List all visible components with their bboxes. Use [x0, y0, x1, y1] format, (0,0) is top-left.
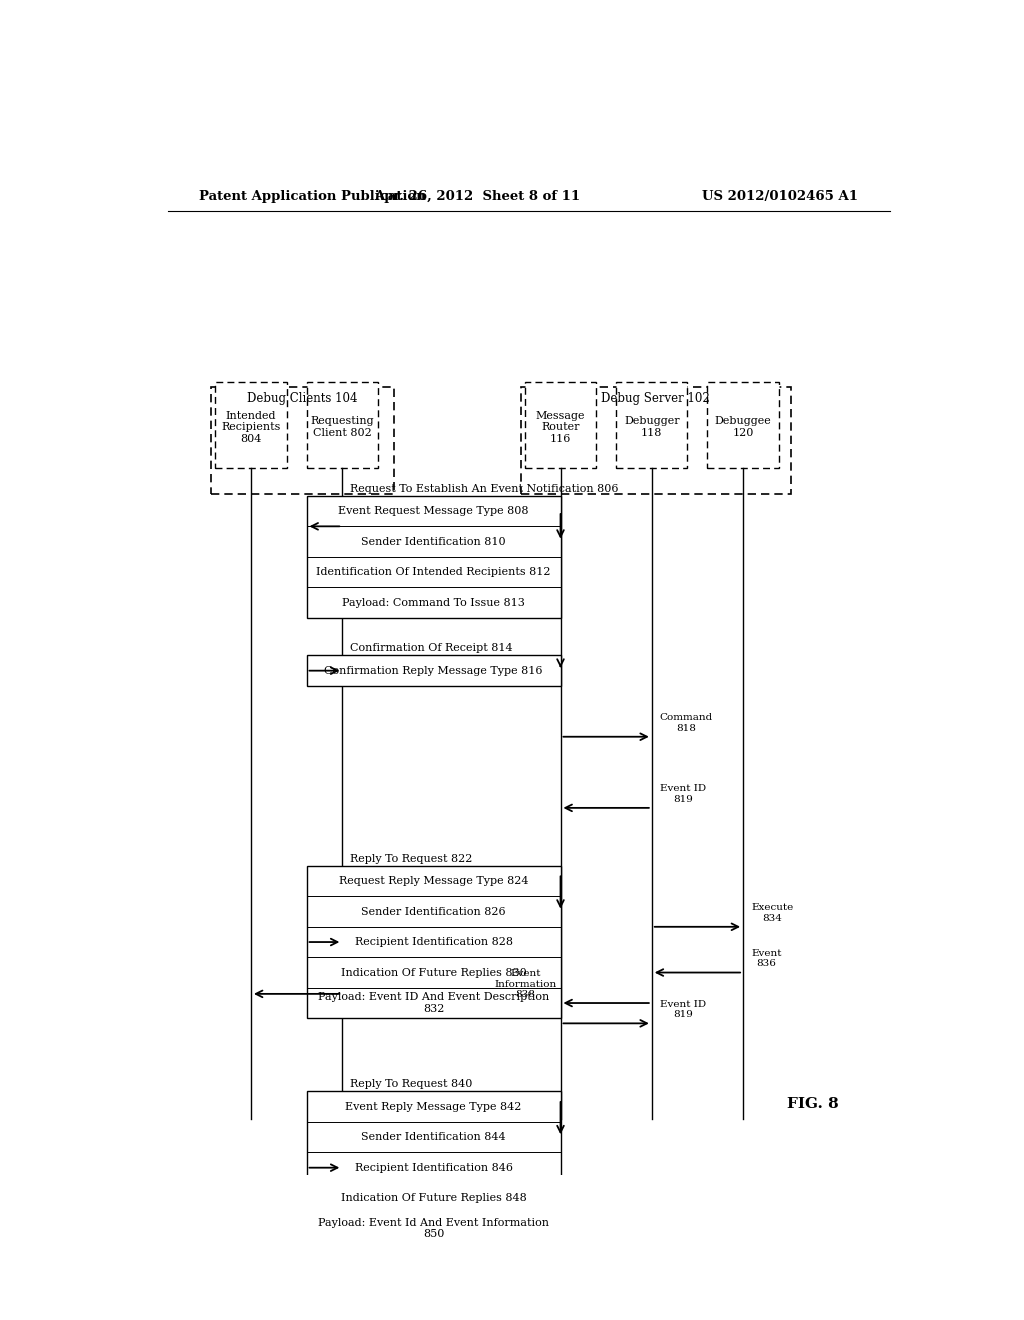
Text: Event ID
819: Event ID 819 — [659, 784, 706, 804]
Text: Payload: Event Id And Event Information
850: Payload: Event Id And Event Information … — [318, 1218, 549, 1239]
Text: Execute
834: Execute 834 — [751, 903, 794, 923]
FancyBboxPatch shape — [521, 387, 791, 494]
Bar — [306, 1092, 560, 1243]
Text: Confirmation Reply Message Type 816: Confirmation Reply Message Type 816 — [325, 665, 543, 676]
Text: Payload: Command To Issue 813: Payload: Command To Issue 813 — [342, 598, 525, 607]
Text: Intended
Recipients
804: Intended Recipients 804 — [221, 411, 281, 444]
Text: Event Request Message Type 808: Event Request Message Type 808 — [338, 506, 528, 516]
Text: Indication Of Future Replies 848: Indication Of Future Replies 848 — [341, 1193, 526, 1203]
Text: Debugger
118: Debugger 118 — [624, 416, 680, 438]
Text: Identification Of Intended Recipients 812: Identification Of Intended Recipients 81… — [316, 568, 551, 577]
Text: US 2012/0102465 A1: US 2012/0102465 A1 — [702, 190, 858, 202]
FancyBboxPatch shape — [708, 381, 778, 469]
Text: Reply To Request 822: Reply To Request 822 — [350, 854, 473, 863]
Text: Confirmation Of Receipt 814: Confirmation Of Receipt 814 — [350, 643, 513, 653]
FancyBboxPatch shape — [215, 381, 287, 469]
Text: Event Reply Message Type 842: Event Reply Message Type 842 — [345, 1102, 521, 1111]
Text: Sender Identification 844: Sender Identification 844 — [361, 1133, 506, 1142]
Text: Command
818: Command 818 — [659, 713, 713, 733]
Text: Sender Identification 810: Sender Identification 810 — [361, 537, 506, 546]
Bar — [306, 866, 560, 1018]
Text: Request To Establish An Event Notification 806: Request To Establish An Event Notificati… — [350, 484, 618, 494]
Bar — [306, 656, 560, 686]
FancyBboxPatch shape — [524, 381, 596, 469]
Text: Debug Server 102: Debug Server 102 — [601, 392, 710, 405]
Text: Indication Of Future Replies 830: Indication Of Future Replies 830 — [341, 968, 526, 978]
Text: Payload: Event ID And Event Description
832: Payload: Event ID And Event Description … — [317, 993, 549, 1014]
FancyBboxPatch shape — [211, 387, 394, 494]
Text: Event
836: Event 836 — [751, 949, 781, 969]
Bar — [306, 496, 560, 618]
Text: Sender Identification 826: Sender Identification 826 — [361, 907, 506, 916]
Text: Apr. 26, 2012  Sheet 8 of 11: Apr. 26, 2012 Sheet 8 of 11 — [374, 190, 581, 202]
Text: Requesting
Client 802: Requesting Client 802 — [310, 416, 374, 438]
Text: Recipient Identification 828: Recipient Identification 828 — [354, 937, 513, 946]
Text: Message
Router
116: Message Router 116 — [536, 411, 586, 444]
FancyBboxPatch shape — [616, 381, 687, 469]
Text: Recipient Identification 846: Recipient Identification 846 — [354, 1163, 513, 1172]
Text: Debug Clients 104: Debug Clients 104 — [248, 392, 357, 405]
Text: Event
Information
838: Event Information 838 — [495, 969, 557, 999]
Text: Reply To Request 840: Reply To Request 840 — [350, 1080, 473, 1089]
Text: Event ID
819: Event ID 819 — [659, 999, 706, 1019]
FancyBboxPatch shape — [306, 381, 378, 469]
Text: Debuggee
120: Debuggee 120 — [715, 416, 771, 438]
Text: FIG. 8: FIG. 8 — [786, 1097, 839, 1110]
Text: Request Reply Message Type 824: Request Reply Message Type 824 — [339, 876, 528, 886]
Text: Patent Application Publication: Patent Application Publication — [200, 190, 426, 202]
